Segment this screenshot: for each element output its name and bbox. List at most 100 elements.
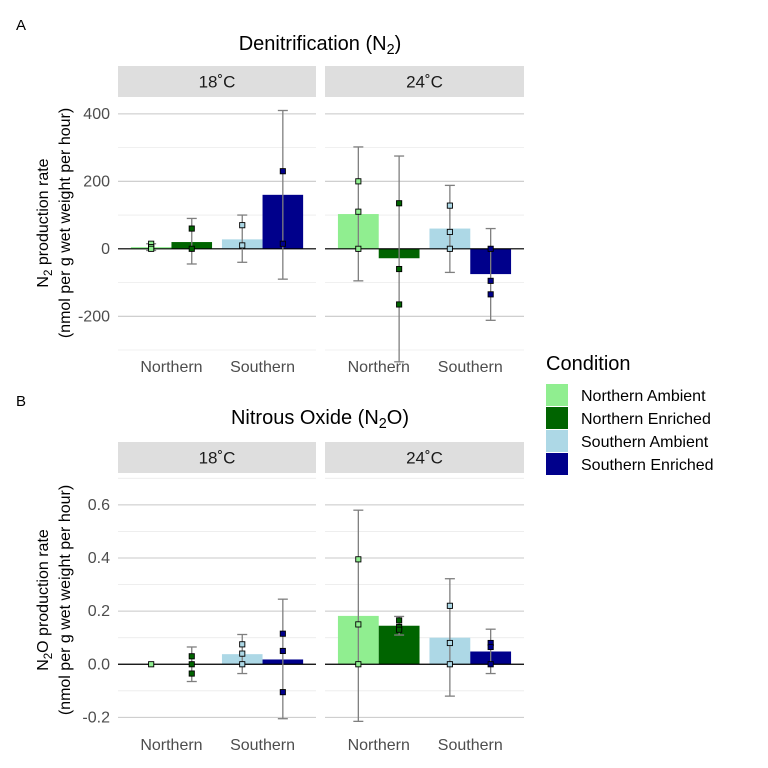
data-point-northern-ambient [148,661,155,668]
x-tick-label: Southern [230,359,295,376]
data-point-southern-enriched [487,277,494,284]
data-point-northern-enriched [396,301,403,308]
x-tick-label: Northern [140,737,202,754]
data-point-southern-enriched [279,689,286,696]
legend-swatch [546,384,568,406]
y-axis-title-line1: N2 production rate [35,158,55,287]
data-point-northern-enriched [396,617,403,624]
y-tick-label: 0.4 [88,550,110,567]
data-point-southern-enriched [279,240,286,247]
facet-strip-label: 18˚C [199,449,236,468]
data-point-southern-ambient [239,650,246,657]
facet-strip [118,442,316,473]
data-point-southern-enriched [279,630,286,637]
legend-label: Northern Enriched [581,411,711,428]
data-point-northern-ambient [355,245,362,252]
facet-24c: 24˚C Northern Southern [325,442,524,754]
facet-24c: 24˚C Northern Southern [325,66,524,376]
facet-18c: 18˚C Northern Southern [118,442,316,754]
y-axis-title-line1-part: production rate [35,158,52,269]
data-point-southern-ambient [446,245,453,252]
chart-title: Denitrification (N2) [239,33,402,58]
data-point-northern-enriched [396,200,403,207]
data-point-southern-enriched [487,245,494,252]
data-point-northern-ambient [355,621,362,628]
x-tick-label: Southern [438,359,503,376]
legend: Condition Northern Ambient Northern Enrich… [546,353,714,475]
y-axis-title-line1: N2O production rate [35,529,55,671]
data-point-southern-ambient [446,202,453,209]
facet-strip [325,442,524,473]
chart-title-part: O) [387,407,409,429]
data-point-northern-enriched [396,265,403,273]
y-tick-label: -0.2 [82,709,110,726]
y-axis-title-line2: (nmol per g wet weight per hour) [57,485,74,715]
x-tick-label: Northern [348,737,410,754]
data-point-northern-ambient [355,178,362,185]
data-point-southern-ambient [239,641,246,648]
y-tick-label: 200 [83,173,110,190]
data-point-northern-enriched [188,245,195,252]
data-point-southern-ambient [239,222,246,229]
y-tick-label: 0 [101,241,110,258]
x-tick-label: Southern [230,737,295,754]
facet-strip [325,66,524,97]
y-tick-label: -200 [78,308,110,325]
y-axis-title-line2: (nmol per g wet weight per hour) [57,108,74,338]
data-point-northern-enriched [188,661,195,668]
legend-label: Northern Ambient [581,388,706,405]
data-point-northern-enriched [396,626,403,633]
legend-swatch [546,430,568,452]
y-tick-label: 0.2 [88,603,110,620]
facet-strip-label: 18˚C [199,73,236,92]
y-axis-title-line1-part: N [35,276,52,288]
panel-letter: B [16,393,26,410]
data-point-southern-ambient [446,639,453,647]
data-point-southern-enriched [279,168,286,175]
data-point-northern-ambient [355,208,362,215]
y-axis-title-line1-subscript: 2 [43,270,55,276]
y-axis-title-line1-part: N [35,659,52,671]
legend-swatch [546,407,568,429]
y-tick-label: 400 [83,106,110,123]
y-tick-label: 0.6 [88,497,110,514]
legend-title: Condition [546,353,631,375]
data-point-southern-enriched [279,647,286,655]
data-point-northern-ambient [355,556,362,563]
legend-swatch [546,453,568,475]
data-point-southern-ambient [239,242,246,249]
y-axis-title-line1-part: O production rate [35,529,52,653]
y-axis-title: N2 production rate (nmol per g wet weight… [35,108,74,338]
data-point-northern-enriched [188,670,195,677]
y-axis-title-line1-subscript: 2 [43,653,55,659]
chart-title: Nitrous Oxide (N2O) [231,407,409,432]
data-point-southern-ambient [446,602,453,609]
data-point-southern-enriched [487,643,494,651]
facet-strip-label: 24˚C [406,73,443,92]
panel-letter: A [16,17,26,34]
data-point-northern-enriched [188,225,195,232]
data-point-northern-ambient [148,245,155,252]
chart-title-part: Denitrification (N [239,33,387,55]
data-point-southern-ambient [446,228,453,235]
facet-strip [118,66,316,97]
data-point-southern-ambient [239,661,246,668]
chart-title-subscript: 2 [379,416,387,432]
legend-label: Southern Enriched [581,457,714,474]
chart-title-part: ) [395,33,402,55]
data-point-southern-enriched [487,661,494,668]
chart-title-part: Nitrous Oxide (N [231,407,379,429]
chart-title-subscript: 2 [387,42,395,58]
y-tick-label: 0.0 [88,656,110,673]
data-point-southern-ambient [446,661,453,668]
x-tick-label: Northern [348,359,410,376]
x-tick-label: Northern [140,359,202,376]
y-axis-title: N2O production rate (nmol per g wet weigh… [35,485,74,715]
x-tick-label: Southern [438,737,503,754]
data-point-northern-ambient [355,661,362,668]
facet-strip-label: 24˚C [406,449,443,468]
data-point-northern-enriched [188,653,195,660]
